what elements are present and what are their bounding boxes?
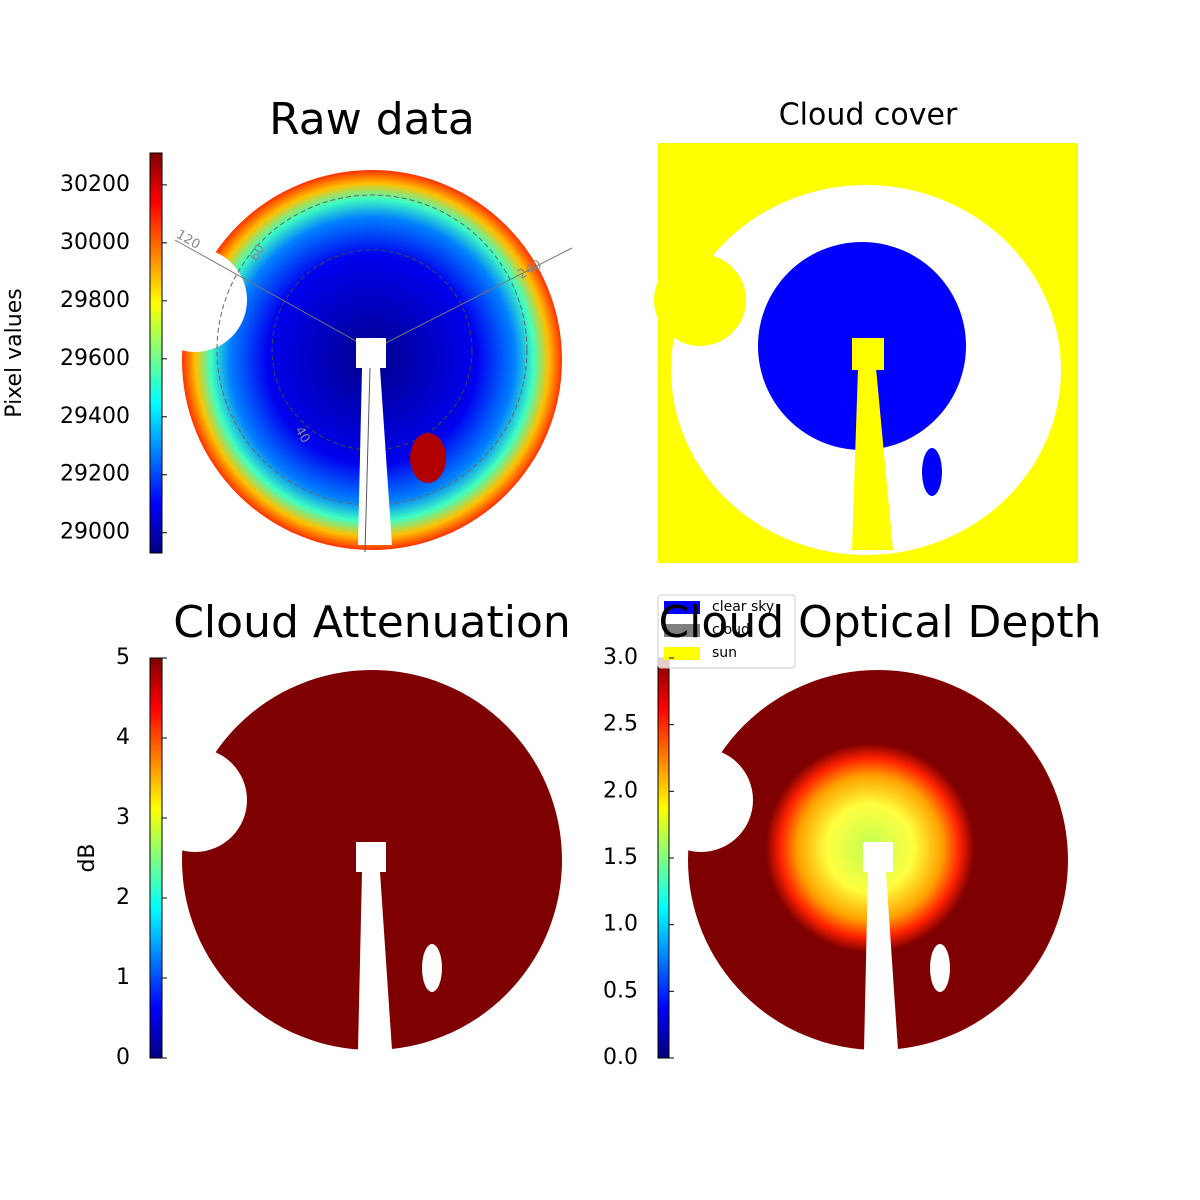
legend-swatch: [664, 624, 700, 637]
colorbar-tick-label: 0.0: [603, 1045, 638, 1070]
colorbar-tick-label: 5: [116, 645, 130, 670]
legend-label: clear sky: [712, 599, 774, 615]
legend-label: cloud: [712, 622, 750, 638]
colorbar-tick-label: 30000: [60, 230, 130, 255]
colorbar-tick-label: 29200: [60, 462, 130, 487]
colorbar-tick-label: 3: [116, 805, 130, 830]
colorbar: [149, 657, 163, 1059]
attenuation-image: [143, 670, 562, 1050]
cloud-cover-image: [654, 143, 1078, 563]
panel-title: Raw data: [269, 94, 475, 145]
colorbar-label: Pixel values: [2, 288, 27, 417]
legend-swatch: [664, 601, 700, 614]
colorbar-tick-label: 29400: [60, 404, 130, 429]
colorbar: [657, 657, 670, 1059]
colorbar: [149, 152, 163, 554]
legend-swatch: [664, 647, 700, 660]
colorbar-tick-label: 2.5: [603, 712, 638, 737]
colorbar-tick-label: 3.0: [603, 645, 638, 670]
colorbar-tick-label: 4: [116, 725, 130, 750]
colorbar-tick-label: 1.0: [603, 912, 638, 937]
colorbar-tick-label: 2.0: [603, 778, 638, 803]
colorbar-tick-label: 1: [116, 965, 130, 990]
colorbar-tick-label: 29000: [60, 520, 130, 545]
colorbar-tick-label: 29800: [60, 288, 130, 313]
colorbar-tick-label: 0.5: [603, 978, 638, 1003]
colorbar-tick-label: 29600: [60, 346, 130, 371]
legend-label: sun: [712, 645, 737, 661]
raw-image: [143, 170, 573, 553]
colorbar-tick-label: 2: [116, 885, 130, 910]
angle-annotation: 60: [247, 242, 268, 264]
colorbar-tick-label: 1.5: [603, 845, 638, 870]
colorbar-tick-label: 30200: [60, 172, 130, 197]
panel-title: Cloud Attenuation: [173, 597, 571, 648]
colorbar-tick-label: 0: [116, 1045, 130, 1070]
angle-annotation: 40: [291, 424, 312, 446]
colorbar-label: dB: [75, 843, 100, 872]
panel-title: Cloud cover: [779, 98, 958, 133]
panel-title: Cloud Optical Depth: [658, 597, 1101, 648]
optical-depth-image: [649, 670, 1068, 1050]
